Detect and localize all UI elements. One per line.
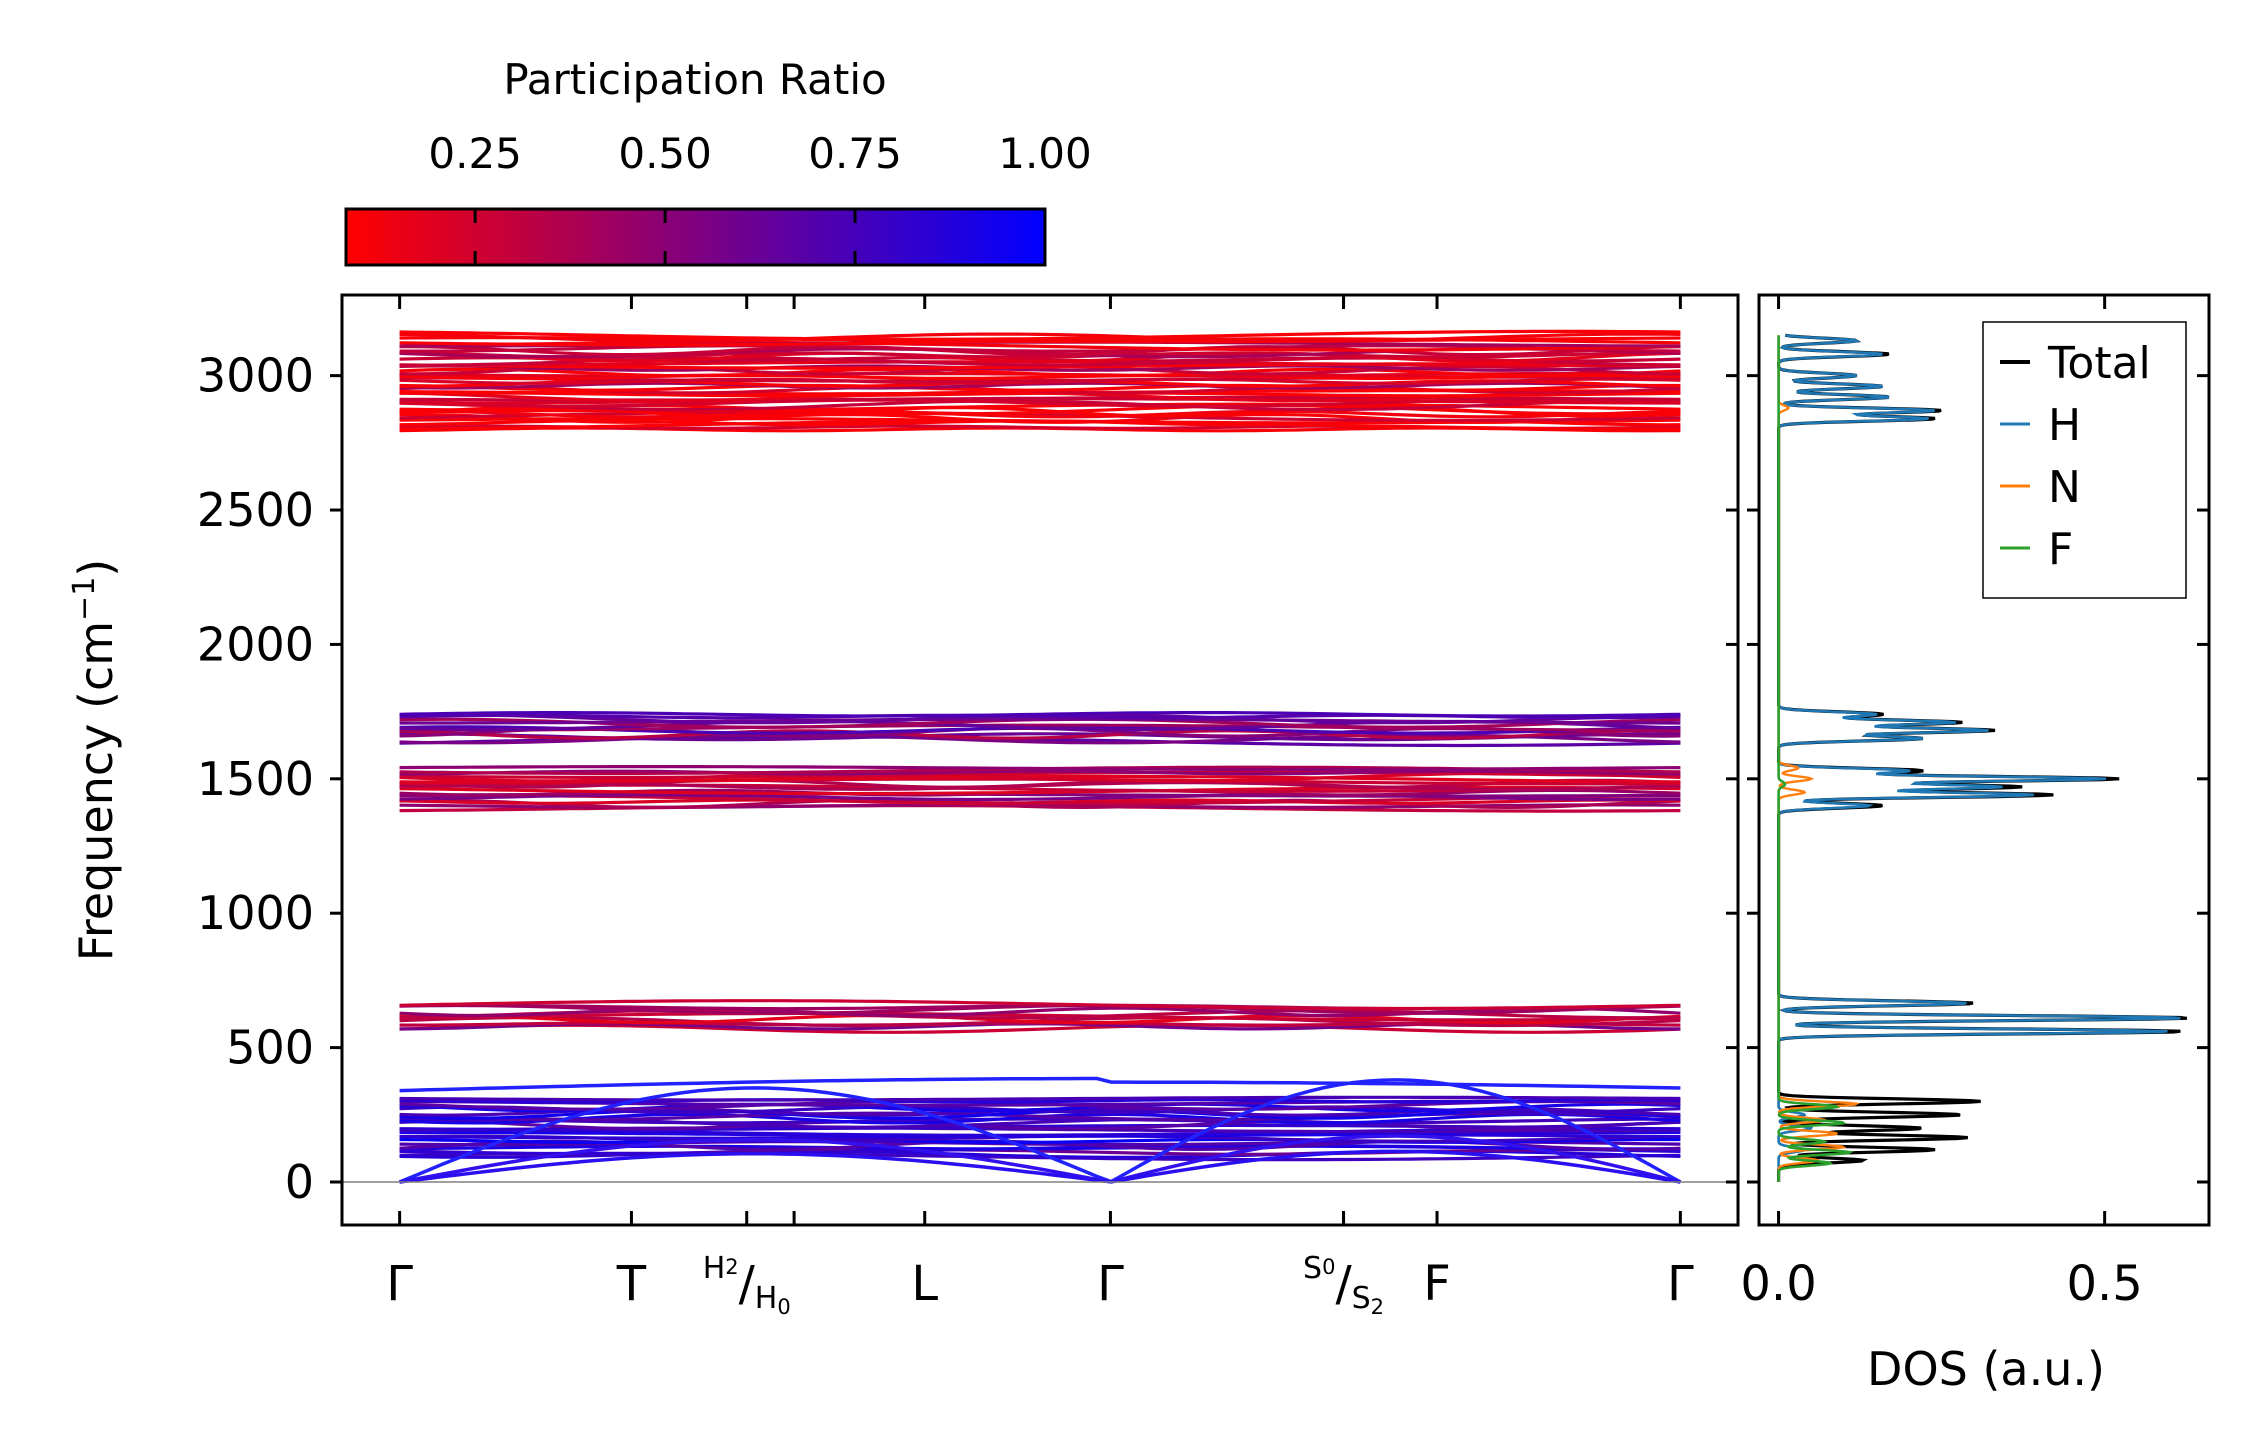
band-line [399,1011,1681,1022]
legend: Total HNF [1982,321,2187,599]
band-line [399,1023,1681,1034]
high-symmetry-label: Γ [1667,1256,1694,1312]
band-line [399,770,1681,779]
band-line [399,383,1681,392]
colorbar: Participation Ratio 0.25 0.50 0.75 1.00 [344,55,1092,267]
legend-label-total: Total [2047,338,2151,389]
dos-x-axis-label: DOS (a.u.) [1867,1342,2105,1396]
legend-label-h: H [2048,400,2081,451]
high-symmetry-label: T [616,1256,647,1312]
dos-panel: 0.0 0.5 DOS (a.u.) Total HNF [1740,293,2211,1396]
label-part: 2 [1371,1295,1384,1319]
acoustic-branch [399,1149,1681,1184]
band-line [399,798,1681,810]
band-line [399,336,1681,344]
band-x-ticks: Γ T H2/H0 L Γ S0/S2 F Γ [386,295,1694,1319]
y-tick-label: 1000 [197,886,314,940]
label-part: S [1303,1251,1322,1286]
dos-ticks: 0.0 0.5 [1740,295,2209,1312]
dos-x-tick-label: 0.0 [1740,1256,1816,1312]
label-part: H [703,1251,726,1286]
legend-frame [1982,321,2187,599]
acoustic-branch [399,1134,1681,1184]
band-y-ticks: 0 500 1000 1500 2000 2500 3000 [197,349,1738,1209]
colorbar-tick-label: 0.75 [808,129,902,178]
band-axes-frame [340,293,1740,1227]
dos-lines [1777,333,2188,1182]
y-tick-label: 2500 [197,483,314,537]
band-line [399,1014,1681,1025]
band-line [399,729,1681,740]
high-symmetry-label-compound: S0/S2 [1303,1251,1384,1319]
high-symmetry-label: Γ [386,1256,413,1312]
legend-label-f: F [2048,524,2073,575]
band-line [399,769,1681,776]
legend-label-n: N [2048,462,2081,513]
band-line [399,367,1681,378]
band-line [399,329,1681,341]
label-part: 2 [725,1255,738,1279]
dos-axes-frame [1757,293,2211,1227]
band-line [399,345,1681,357]
band-line [399,711,1681,718]
dos-x-tick-label: 0.5 [2066,1256,2142,1312]
band-line [399,381,1681,390]
y-tick-label: 1500 [197,752,314,806]
label-part: S [1352,1281,1371,1316]
y-tick-label: 500 [226,1021,314,1075]
band-lines [398,329,1682,1184]
band-line [399,410,1681,422]
high-symmetry-label-compound: H2/H0 [703,1251,791,1319]
colorbar-gradient [344,207,1047,267]
band-line [399,785,1681,796]
dos-curve-f [1777,335,1854,1182]
band-line [399,999,1681,1011]
band-line [399,792,1681,798]
band-line [399,332,1681,343]
y-tick-label: 0 [285,1155,314,1209]
band-line [399,1117,1681,1125]
colorbar-tick-label: 0.50 [618,129,712,178]
band-line [399,1098,1681,1104]
band-line [399,723,1681,732]
band-line [399,1076,1681,1093]
band-line [399,364,1681,372]
band-line [399,340,1681,352]
colorbar-tick-label: 1.00 [998,129,1092,178]
label-part: / [739,1256,756,1312]
y-axis-label: Frequency (cm−1) [67,559,123,962]
high-symmetry-label: Γ [1097,1256,1124,1312]
dos-curve-n [1777,335,1861,1182]
y-axis-label-close: ) [69,559,123,577]
band-line [399,1111,1681,1122]
colorbar-title: Participation Ratio [503,55,886,104]
colorbar-tick-label: 0.25 [428,129,522,178]
label-part: 0 [777,1295,790,1319]
colorbar-ticks [473,209,857,265]
band-line [399,399,1681,412]
high-symmetry-label: L [911,1256,938,1312]
band-line [399,409,1681,419]
acoustic-branch [398,1078,1682,1184]
band-line [399,351,1681,363]
colorbar-tick-labels: 0.25 0.50 0.75 1.00 [428,129,1091,178]
y-axis-label-exponent: −1 [67,577,102,621]
band-line [399,344,1681,353]
y-tick-label: 2000 [197,617,314,671]
label-part: H [755,1281,778,1316]
band-line [399,413,1681,424]
band-line [399,1095,1681,1102]
y-axis-label-main: Frequency (cm [69,621,123,961]
label-part: 0 [1322,1255,1335,1279]
y-tick-label: 3000 [197,349,314,403]
high-symmetry-label: F [1423,1256,1451,1312]
band-line [399,765,1681,772]
label-part: / [1335,1256,1352,1312]
